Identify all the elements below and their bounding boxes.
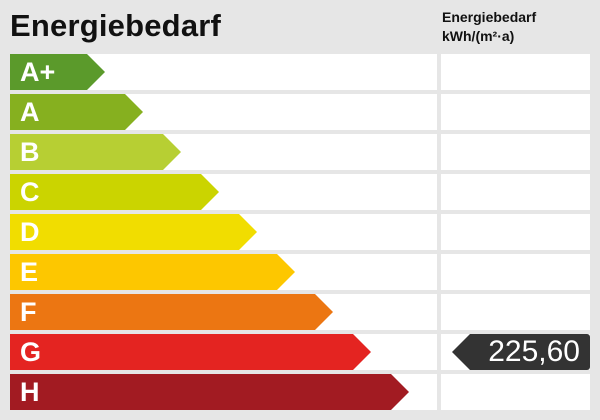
class-bar-a-plus: A+ — [10, 54, 105, 90]
class-label: H — [20, 377, 40, 407]
class-bar-e: E — [10, 254, 295, 290]
value-cell — [441, 214, 590, 250]
value-cell — [441, 94, 590, 130]
class-label: D — [20, 217, 40, 247]
value-cell — [441, 174, 590, 210]
value-cell — [441, 54, 590, 90]
class-label: E — [20, 257, 39, 287]
column-title-unit: kWh/(m²·a) — [442, 28, 515, 44]
chart-title: Energiebedarf — [10, 8, 222, 43]
class-label: A+ — [20, 57, 56, 87]
value-cell — [441, 294, 590, 330]
class-label: G — [20, 337, 42, 367]
class-bar-b: B — [10, 134, 181, 170]
column-title-line1: Energiebedarf — [442, 9, 537, 25]
class-label: F — [20, 297, 37, 327]
value-cell — [441, 254, 590, 290]
value-cell — [441, 374, 590, 410]
class-label: A — [20, 97, 40, 127]
value-label: 225,60 — [488, 335, 580, 368]
value-cell — [441, 134, 590, 170]
class-bar-a: A — [10, 94, 143, 130]
class-label: C — [20, 177, 40, 207]
class-bar-d: D — [10, 214, 257, 250]
column-title: Energiebedarf kWh/(m²·a) — [442, 8, 536, 46]
class-bar-c: C — [10, 174, 219, 210]
value-marker: 225,60 — [452, 334, 590, 370]
class-bar-h: H — [10, 374, 409, 410]
class-bar-g: G — [10, 334, 371, 370]
class-bar-f: F — [10, 294, 333, 330]
class-label: B — [20, 137, 40, 167]
